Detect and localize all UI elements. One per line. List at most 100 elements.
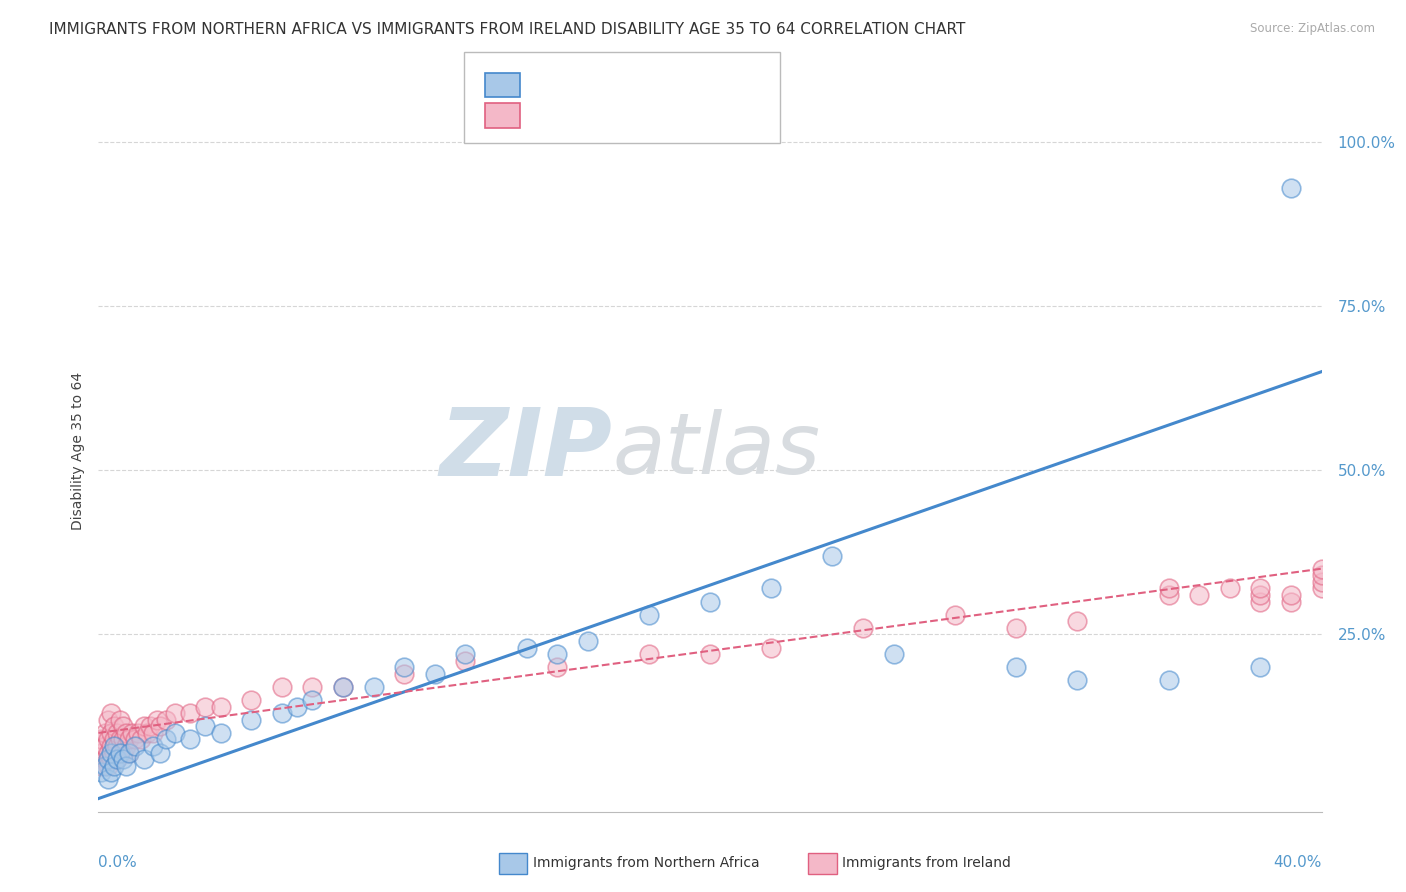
Point	[100, 726, 122, 740]
Point	[270, 680, 292, 694]
Point	[163, 706, 186, 721]
Point	[516, 640, 538, 655]
Point	[1249, 594, 1271, 608]
Point	[100, 752, 122, 766]
Point	[142, 739, 165, 753]
Point	[93, 752, 115, 766]
Point	[118, 746, 141, 760]
Point	[155, 713, 177, 727]
Point	[576, 634, 599, 648]
Point	[1310, 562, 1333, 576]
Y-axis label: Disability Age 35 to 64: Disability Age 35 to 64	[70, 371, 84, 530]
Point	[93, 758, 115, 772]
Point	[111, 746, 134, 760]
Point	[454, 647, 477, 661]
Point	[105, 739, 128, 753]
Point	[943, 607, 966, 622]
Text: Immigrants from Northern Africa: Immigrants from Northern Africa	[533, 856, 759, 871]
Point	[100, 746, 122, 760]
Text: N = 72: N = 72	[651, 106, 718, 124]
Point	[103, 719, 125, 733]
Point	[637, 647, 661, 661]
Text: 0.0%: 0.0%	[98, 855, 138, 870]
Point	[301, 693, 323, 707]
Point	[149, 719, 172, 733]
Point	[392, 666, 416, 681]
Point	[1279, 594, 1302, 608]
Point	[145, 713, 167, 727]
Point	[301, 680, 323, 694]
Point	[699, 647, 721, 661]
Point	[124, 739, 146, 753]
Text: Immigrants from Ireland: Immigrants from Ireland	[842, 856, 1011, 871]
Point	[546, 660, 568, 674]
Point	[108, 732, 131, 747]
Point	[139, 719, 162, 733]
Point	[134, 752, 156, 766]
Point	[105, 752, 128, 766]
Text: atlas: atlas	[612, 409, 820, 492]
Point	[103, 746, 125, 760]
Point	[93, 739, 115, 753]
Point	[136, 726, 159, 740]
Point	[1004, 621, 1026, 635]
Point	[163, 726, 186, 740]
Point	[179, 706, 201, 721]
Point	[546, 647, 568, 661]
Point	[1310, 574, 1333, 589]
Point	[155, 732, 177, 747]
Point	[97, 752, 120, 766]
Point	[179, 732, 201, 747]
Point	[90, 765, 112, 780]
Point	[883, 647, 905, 661]
Point	[127, 726, 149, 740]
Point	[103, 758, 125, 772]
Point	[759, 582, 782, 596]
Point	[637, 607, 661, 622]
Point	[97, 713, 120, 727]
Point	[852, 621, 875, 635]
Point	[149, 746, 172, 760]
Point	[1249, 588, 1271, 602]
Point	[1249, 582, 1271, 596]
Point	[209, 726, 232, 740]
Point	[821, 549, 844, 563]
Point	[363, 680, 385, 694]
Point	[142, 726, 165, 740]
Text: 40.0%: 40.0%	[1274, 855, 1322, 870]
Text: IMMIGRANTS FROM NORTHERN AFRICA VS IMMIGRANTS FROM IRELAND DISABILITY AGE 35 TO : IMMIGRANTS FROM NORTHERN AFRICA VS IMMIG…	[49, 22, 966, 37]
Point	[108, 746, 131, 760]
Point	[1310, 568, 1333, 582]
Point	[103, 739, 125, 753]
Point	[332, 680, 354, 694]
Point	[93, 726, 115, 740]
Point	[332, 680, 354, 694]
Point	[118, 746, 141, 760]
Point	[699, 594, 721, 608]
Point	[111, 732, 134, 747]
Point	[1157, 588, 1180, 602]
Point	[1279, 588, 1302, 602]
Point	[115, 758, 138, 772]
Point	[105, 752, 128, 766]
Point	[1279, 180, 1302, 194]
Point	[423, 666, 446, 681]
Point	[97, 746, 120, 760]
Point	[100, 765, 122, 780]
Point	[100, 706, 122, 721]
Point	[240, 693, 263, 707]
Text: N = 44: N = 44	[651, 76, 718, 94]
Point	[97, 732, 120, 747]
Point	[121, 726, 143, 740]
Text: R = 0.776: R = 0.776	[531, 76, 630, 94]
Point	[124, 732, 146, 747]
Text: Source: ZipAtlas.com: Source: ZipAtlas.com	[1250, 22, 1375, 36]
Point	[1157, 673, 1180, 688]
Point	[1219, 582, 1241, 596]
Point	[392, 660, 416, 674]
Point	[115, 739, 138, 753]
Point	[115, 726, 138, 740]
Point	[454, 654, 477, 668]
Point	[285, 699, 308, 714]
Point	[108, 713, 131, 727]
